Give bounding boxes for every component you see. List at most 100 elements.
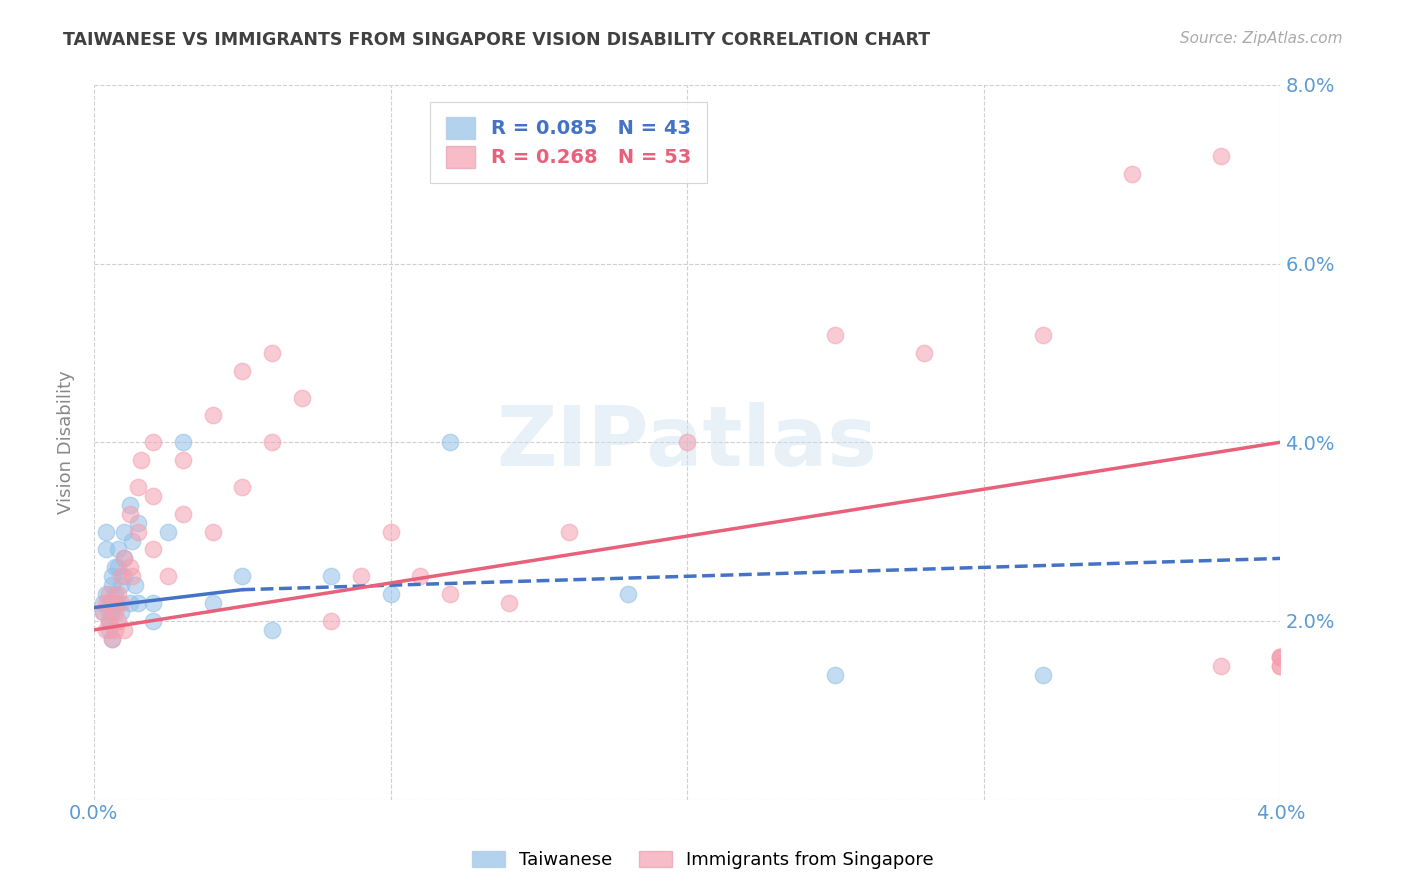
Point (231, 569, 253, 583)
Point (201, 524, 224, 539)
Point (1032, 328, 1054, 343)
Point (91, 596, 114, 610)
Text: Source: ZipAtlas.com: Source: ZipAtlas.com (1180, 31, 1343, 46)
Point (409, 569, 432, 583)
Point (107, 614, 129, 628)
Point (104, 596, 127, 610)
Point (142, 614, 165, 628)
Point (157, 569, 180, 583)
Point (100, 632, 122, 646)
Point (172, 435, 194, 450)
Point (91, 605, 114, 619)
Point (97, 614, 120, 628)
Point (94, 596, 117, 610)
Point (1209, 149, 1232, 163)
Point (97, 605, 120, 619)
Point (172, 453, 194, 467)
Point (127, 524, 149, 539)
Point (110, 578, 132, 592)
Point (94, 587, 117, 601)
Point (1121, 167, 1143, 181)
Point (104, 560, 127, 574)
Point (260, 435, 283, 450)
Point (118, 560, 141, 574)
Point (439, 587, 461, 601)
Point (107, 542, 129, 557)
Point (110, 605, 132, 619)
Point (100, 605, 122, 619)
Point (97, 596, 120, 610)
Point (231, 480, 253, 494)
Legend: Taiwanese, Immigrants from Singapore: Taiwanese, Immigrants from Singapore (463, 842, 943, 879)
Point (121, 569, 143, 583)
Point (107, 560, 129, 574)
Point (1270, 658, 1292, 673)
Point (100, 569, 122, 583)
Point (617, 587, 640, 601)
Point (350, 569, 373, 583)
Point (260, 346, 283, 360)
Point (97, 614, 120, 628)
Point (1032, 667, 1054, 681)
Point (118, 498, 141, 512)
Point (201, 409, 224, 423)
Point (94, 542, 117, 557)
Point (91, 605, 114, 619)
Point (557, 524, 579, 539)
Point (110, 569, 132, 583)
Point (124, 578, 146, 592)
Text: ZIPatlas: ZIPatlas (496, 401, 877, 483)
Point (112, 551, 135, 566)
Point (172, 507, 194, 521)
Point (100, 596, 122, 610)
Point (127, 516, 149, 530)
Point (94, 524, 117, 539)
Point (112, 569, 135, 583)
Point (157, 524, 180, 539)
Point (142, 435, 165, 450)
Point (439, 435, 461, 450)
Point (127, 596, 149, 610)
Point (118, 507, 141, 521)
Point (1270, 649, 1292, 664)
Point (127, 480, 149, 494)
Text: TAIWANESE VS IMMIGRANTS FROM SINGAPORE VISION DISABILITY CORRELATION CHART: TAIWANESE VS IMMIGRANTS FROM SINGAPORE V… (63, 31, 931, 49)
Point (104, 587, 127, 601)
Point (142, 596, 165, 610)
Point (142, 489, 165, 503)
Point (201, 596, 224, 610)
Point (1270, 658, 1292, 673)
Point (110, 596, 132, 610)
Point (121, 533, 143, 548)
Point (824, 328, 846, 343)
Point (104, 623, 127, 637)
Point (142, 542, 165, 557)
Point (231, 364, 253, 378)
Point (97, 587, 120, 601)
Point (112, 524, 135, 539)
Point (1270, 649, 1292, 664)
Point (107, 587, 129, 601)
Point (321, 614, 343, 628)
Point (1209, 658, 1232, 673)
Point (498, 596, 520, 610)
Point (676, 435, 699, 450)
Point (104, 605, 127, 619)
Point (1270, 649, 1292, 664)
Point (321, 569, 343, 583)
Point (290, 391, 312, 405)
Point (380, 524, 402, 539)
Point (380, 587, 402, 601)
Point (914, 346, 936, 360)
Y-axis label: Vision Disability: Vision Disability (58, 370, 75, 514)
Legend: R = 0.085   N = 43, R = 0.268   N = 53: R = 0.085 N = 43, R = 0.268 N = 53 (430, 102, 707, 183)
Point (100, 578, 122, 592)
Point (112, 551, 135, 566)
Point (107, 596, 129, 610)
Point (94, 623, 117, 637)
Point (97, 623, 120, 637)
Point (131, 453, 153, 467)
Point (260, 623, 283, 637)
Point (112, 623, 135, 637)
Point (100, 632, 122, 646)
